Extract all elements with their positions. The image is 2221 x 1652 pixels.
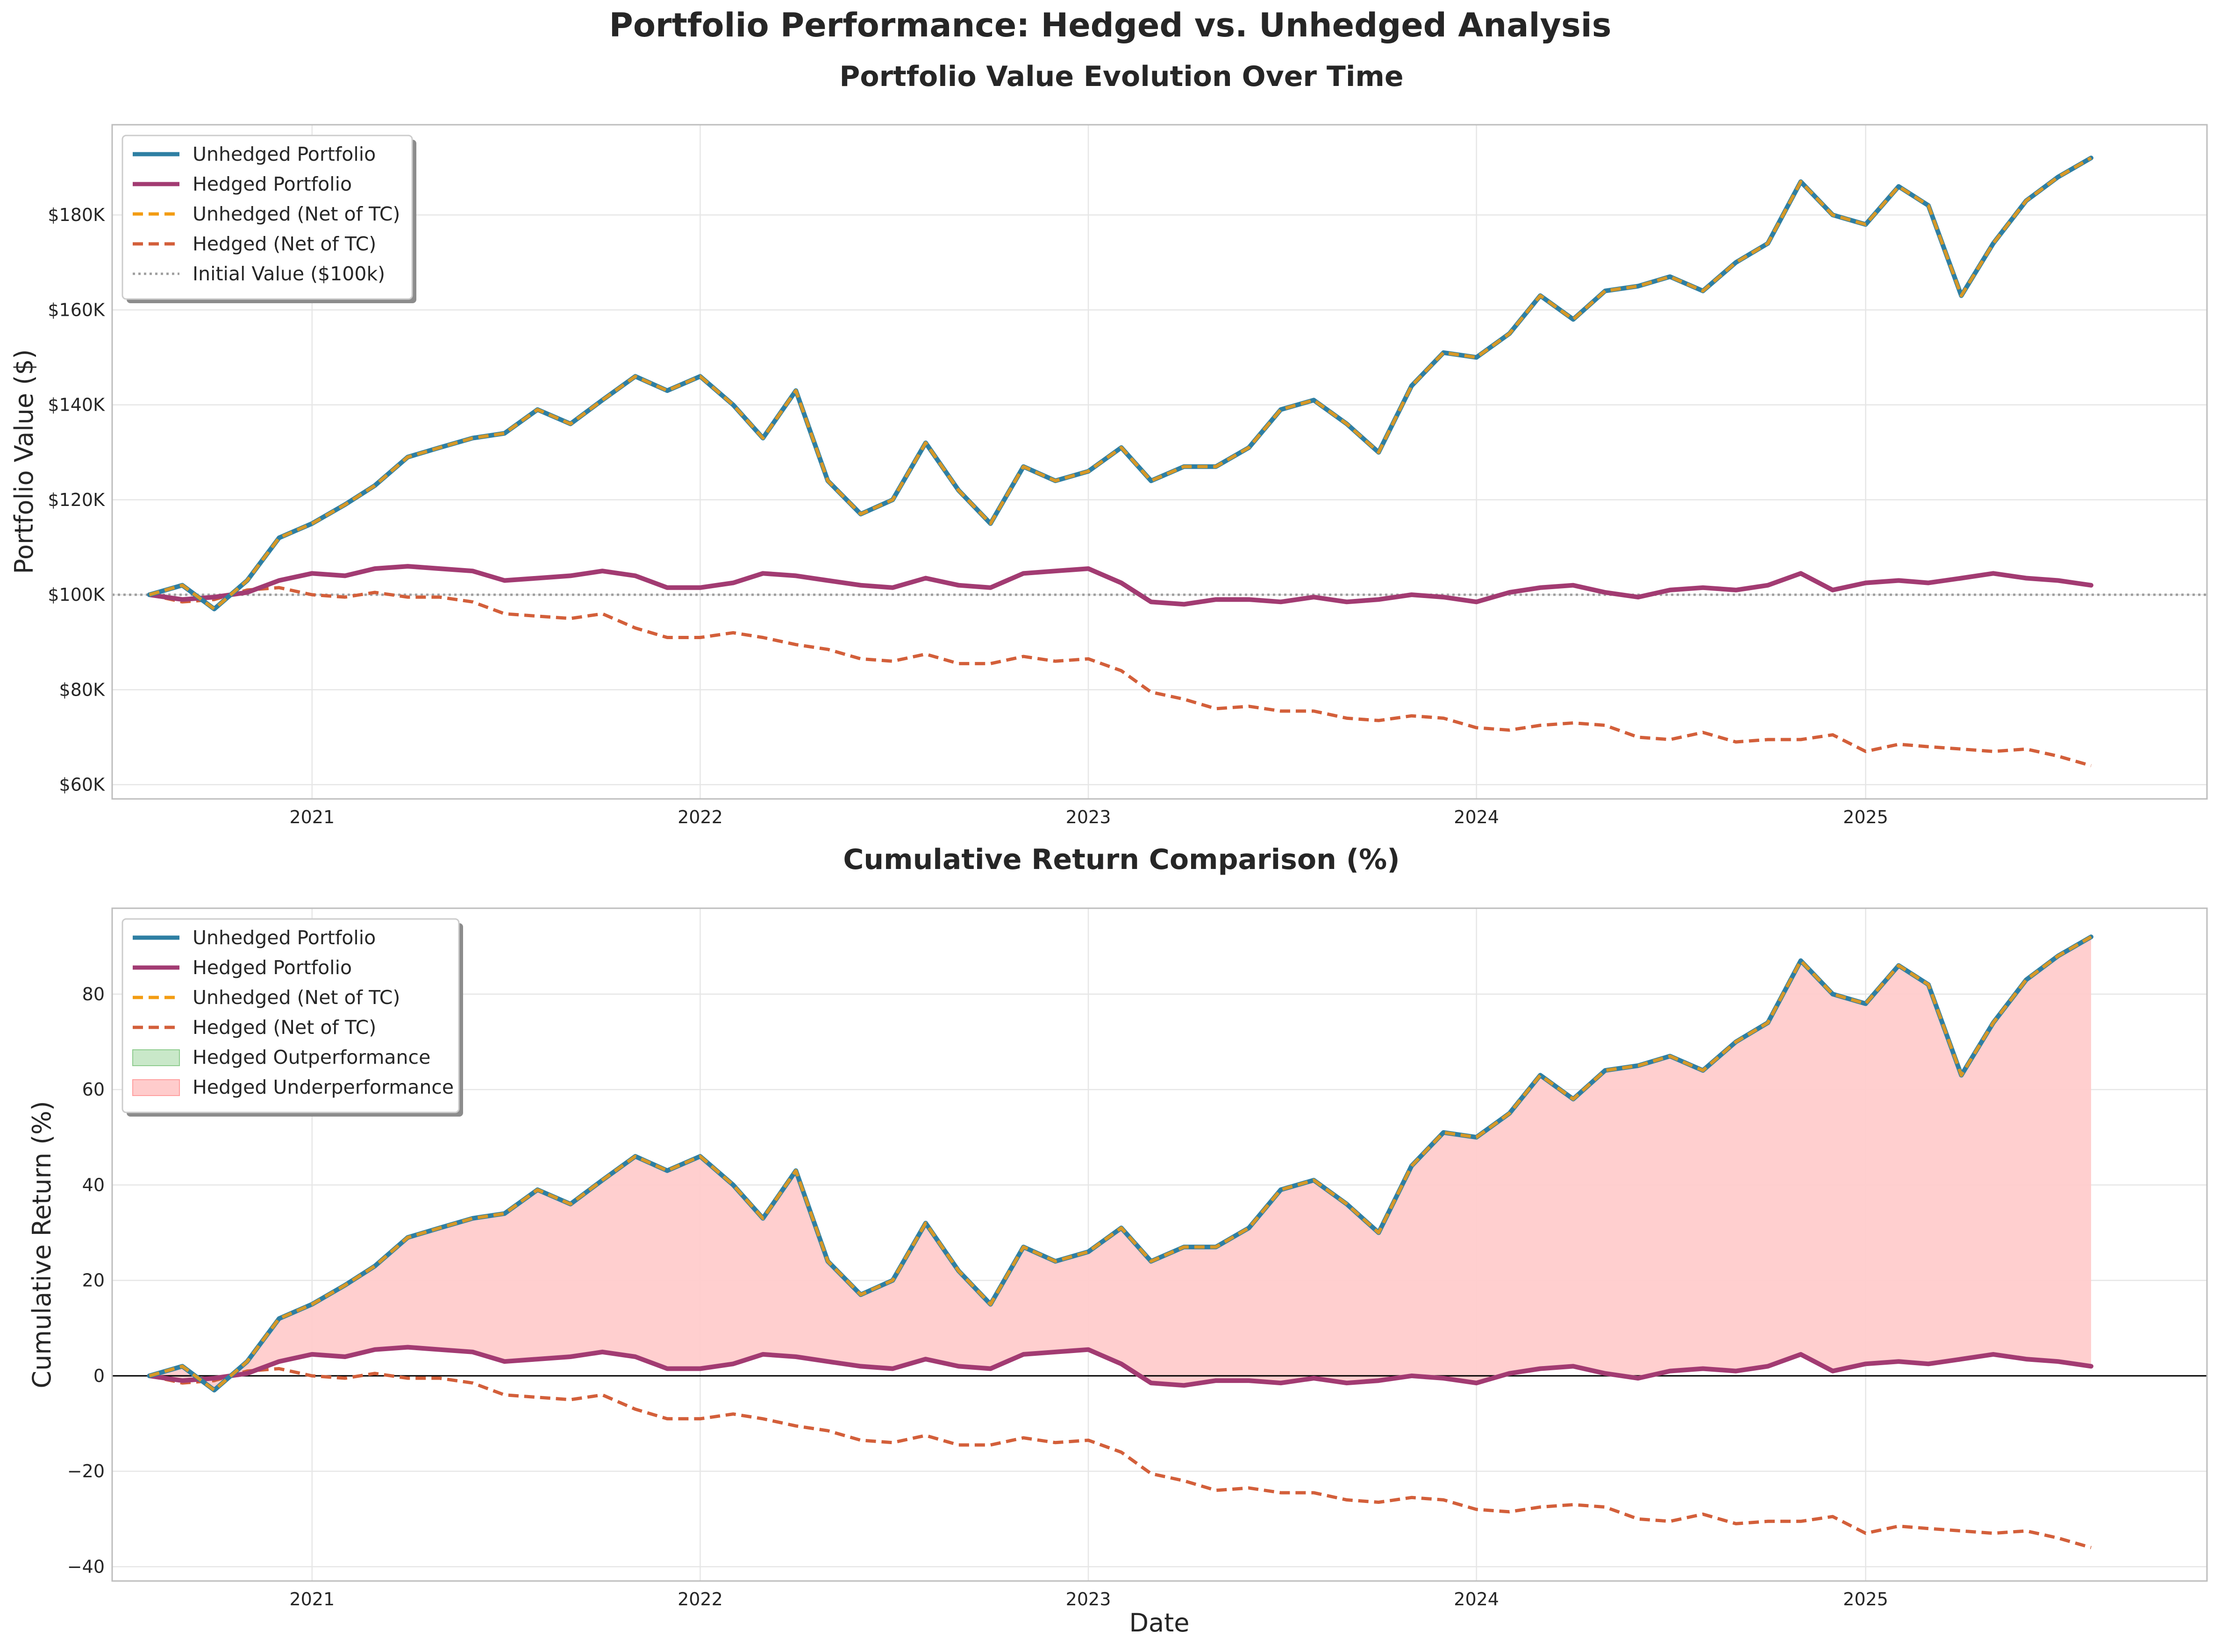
portfolio-value-xtick-label: 2025 <box>1843 807 1888 827</box>
figure-suptitle: Portfolio Performance: Hedged vs. Unhedg… <box>609 6 1612 44</box>
portfolio-value-legend-label: Unhedged (Net of TC) <box>193 203 400 225</box>
cumulative-return-xlabel: Date <box>1129 1608 1189 1638</box>
cumulative-return-ytick-label: 20 <box>82 1270 105 1291</box>
portfolio-value-legend-label: Hedged (Net of TC) <box>193 233 376 255</box>
portfolio-value-xtick-label: 2023 <box>1066 807 1111 827</box>
portfolio-value-series-hedged-net-of-tc <box>149 586 2092 768</box>
portfolio-value-xtick-label: 2022 <box>678 807 723 827</box>
cumulative-return-ytick-label: 80 <box>82 984 105 1004</box>
cumulative-return-xtick-label: 2025 <box>1843 1589 1888 1609</box>
chart-title-portfolio-value: Portfolio Value Evolution Over Time <box>839 60 1403 93</box>
cumulative-return-ytick-label: −20 <box>67 1461 105 1481</box>
cumulative-return-xtick-label: 2022 <box>678 1589 723 1609</box>
cumulative-return-series-unhedged-net-of-tc <box>149 935 2092 1392</box>
cumulative-return-legend-swatch <box>132 1049 180 1066</box>
cumulative-return-legend-label: Hedged (Net of TC) <box>193 1016 376 1039</box>
cumulative-return-plot-frame <box>111 907 2208 1582</box>
cumulative-return-series-hedged-net-of-tc <box>149 1367 2092 1549</box>
portfolio-value-legend-label: Unhedged Portfolio <box>193 143 376 165</box>
portfolio-value-legend-box <box>121 135 413 300</box>
portfolio-value-ytick-label: $180K <box>48 205 105 225</box>
portfolio-value-ylabel: Portfolio Value ($) <box>9 349 39 574</box>
chart-title-cumulative-return: Cumulative Return Comparison (%) <box>843 843 1400 876</box>
cumulative-return-series <box>147 934 2093 1549</box>
cumulative-return-ytick-label: 40 <box>82 1175 105 1195</box>
portfolio-value-ytick-label: $140K <box>48 395 105 415</box>
cumulative-return-legend-label: Hedged Underperformance <box>193 1076 454 1098</box>
portfolio-value-legend-label: Hedged Portfolio <box>193 173 352 195</box>
portfolio-value-ytick-label: $60K <box>59 775 106 795</box>
cumulative-return-legend-box <box>121 918 460 1113</box>
cumulative-return-ytick-label: −40 <box>67 1556 105 1577</box>
portfolio-value-series <box>147 156 2093 768</box>
portfolio-value-legend-label: Initial Value ($100k) <box>193 263 385 285</box>
portfolio-value-legend: Unhedged Portfolio Hedged Portfolio Unhedg… <box>121 135 416 303</box>
portfolio-value-series-hedged-portfolio <box>147 564 2093 607</box>
cumulative-return-ylabel: Cumulative Return (%) <box>27 1101 57 1388</box>
cumulative-return-xtick-label: 2023 <box>1066 1589 1111 1609</box>
cumulative-return-legend-swatch <box>132 1079 180 1096</box>
portfolio-value-xtick-label: 2024 <box>1454 807 1499 827</box>
cumulative-return-fills <box>149 937 2091 1390</box>
cumulative-return-legend-label: Hedged Outperformance <box>193 1046 430 1068</box>
cumulative-return-series-hedged-portfolio <box>147 1345 2093 1388</box>
portfolio-value-ticks: 2021 2022 2023 2024 2025 $60K $80K $100K $120K $1… <box>48 205 1888 827</box>
cumulative-return-legend-label: Hedged Portfolio <box>193 956 352 979</box>
portfolio-value-xtick-label: 2021 <box>289 807 335 827</box>
portfolio-value-panel: Portfolio Value Evolution Over Time 2021… <box>9 60 2208 827</box>
hedged-underperformance-area <box>149 937 2091 1390</box>
portfolio-value-ytick-label: $80K <box>59 679 106 700</box>
portfolio-value-ytick-label: $100K <box>48 584 105 605</box>
cumulative-return-legend-label: Unhedged (Net of TC) <box>193 986 400 1009</box>
cumulative-return-panel: Cumulative Return Comparison (%) 2021 202… <box>27 843 2208 1638</box>
portfolio-value-ytick-label: $160K <box>48 299 105 320</box>
portfolio-value-series-unhedged-net-of-tc <box>149 157 2092 611</box>
portfolio-value-ytick-label: $120K <box>48 490 105 510</box>
portfolio-value-plot-frame <box>111 124 2208 800</box>
cumulative-return-legend: Unhedged Portfolio Hedged Portfolio Unhedg… <box>121 918 463 1117</box>
cumulative-return-ticks: 2021 2022 2023 2024 2025 −40 −20 0 20 40 60 80 <box>67 984 1888 1609</box>
cumulative-return-ytick-label: 0 <box>93 1366 105 1386</box>
cumulative-return-legend-label: Unhedged Portfolio <box>193 926 376 949</box>
cumulative-return-xtick-label: 2024 <box>1454 1589 1499 1609</box>
cumulative-return-ytick-label: 60 <box>82 1079 105 1100</box>
cumulative-return-xtick-label: 2021 <box>289 1589 335 1609</box>
